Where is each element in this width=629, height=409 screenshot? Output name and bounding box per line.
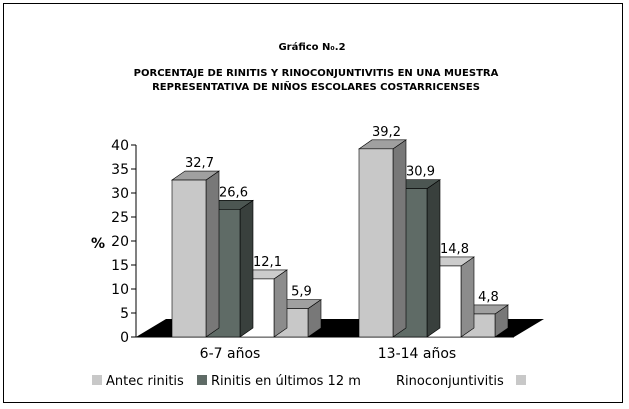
bar xyxy=(358,148,394,338)
chart-caption: Gráfico N₀.2 xyxy=(278,41,345,53)
y-tick-label: 10 xyxy=(111,282,129,298)
bar-side xyxy=(273,269,288,338)
x-tick-label: 13-14 años xyxy=(378,346,456,362)
data-label: 5,9 xyxy=(291,285,312,300)
chart-subtitle: REPRESENTATIVA DE NIÑOS ESCOLARES COSTAR… xyxy=(152,80,480,93)
data-label: 39,2 xyxy=(372,125,401,140)
bar-side xyxy=(392,139,407,338)
data-label: 4,8 xyxy=(478,290,499,305)
y-axis-label: % xyxy=(91,236,105,252)
bar-side xyxy=(426,179,441,338)
chart-title: PORCENTAJE DE RINITIS Y RINOCONJUNTIVITI… xyxy=(134,68,499,79)
data-label: 26,6 xyxy=(219,185,248,200)
bar xyxy=(171,179,207,338)
y-tick-label: 20 xyxy=(111,234,129,250)
y-tick-label: 5 xyxy=(120,306,129,322)
y-tick-label: 0 xyxy=(120,330,129,346)
data-label: 32,7 xyxy=(185,156,214,171)
y-tick-label: 40 xyxy=(111,138,129,154)
bar-side xyxy=(239,199,254,338)
y-tick-label: 15 xyxy=(111,258,129,274)
legend-swatch xyxy=(92,375,102,385)
bar-side xyxy=(205,170,220,338)
legend-swatch xyxy=(197,375,207,385)
y-tick-label: 25 xyxy=(111,210,129,226)
x-tick-label: 6-7 años xyxy=(200,346,261,362)
legend-label: Rinoconjuntivitis xyxy=(396,374,504,389)
legend-label: Rinitis en últimos 12 m xyxy=(211,374,361,389)
bar-side xyxy=(460,256,475,338)
data-label: 30,9 xyxy=(406,165,435,180)
chart-frame xyxy=(3,3,623,403)
legend-swatch xyxy=(516,375,526,385)
legend-label: Antec rinitis xyxy=(106,374,184,389)
y-tick-label: 30 xyxy=(111,186,129,202)
y-tick-label: 35 xyxy=(111,162,129,178)
data-label: 12,1 xyxy=(253,255,282,270)
data-label: 14,8 xyxy=(440,242,469,257)
